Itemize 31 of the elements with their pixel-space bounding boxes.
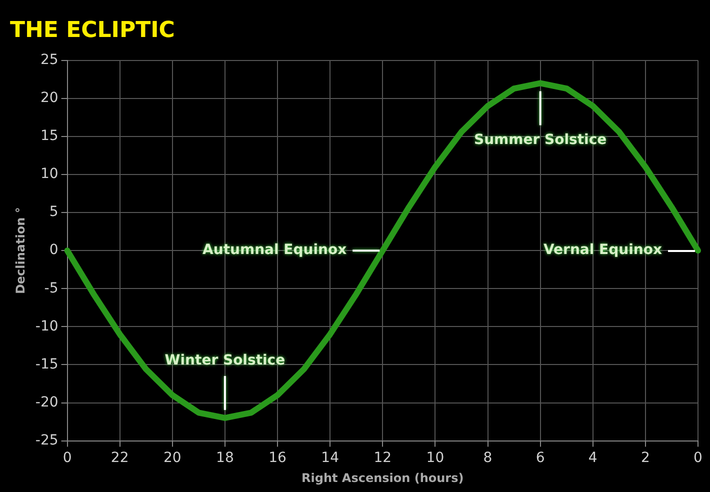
y-tick-label: 20 xyxy=(40,90,58,106)
y-axis-title: Declination ° xyxy=(13,207,28,294)
y-tick-label: -20 xyxy=(35,394,58,410)
x-tick-label: 20 xyxy=(163,450,182,466)
annotation: Autumnal Equinox xyxy=(202,242,347,258)
x-tick-label: 12 xyxy=(374,450,392,466)
y-tick-label: -15 xyxy=(35,356,58,372)
x-tick-label: 14 xyxy=(321,450,340,466)
x-tick-label: 10 xyxy=(426,450,444,466)
chart-title: THE ECLIPTIC xyxy=(10,18,175,43)
y-tick-label: -25 xyxy=(35,432,58,448)
y-tick-label: 25 xyxy=(40,52,58,68)
x-axis-title: Right Ascension (hours) xyxy=(302,470,464,485)
x-tick-label: 6 xyxy=(536,450,545,466)
x-tick-label: 0 xyxy=(62,450,72,466)
y-tick-label: 10 xyxy=(40,166,58,182)
y-tick-label: -5 xyxy=(44,280,58,296)
x-tick-label: 4 xyxy=(588,450,598,466)
y-tick-label: 5 xyxy=(49,204,58,220)
y-tick-label: -10 xyxy=(35,318,58,334)
y-tick-label: 0 xyxy=(49,242,58,258)
x-tick-label: 16 xyxy=(268,450,287,466)
y-tick-label: 15 xyxy=(40,128,58,144)
annotation: Summer Solstice xyxy=(474,132,607,148)
annotation: Winter Solstice xyxy=(164,352,286,369)
x-tick-label: 2 xyxy=(640,450,650,466)
annotation: Vernal Equinox xyxy=(543,242,662,258)
x-tick-label: 18 xyxy=(216,450,234,466)
x-tick-label: 0 xyxy=(694,450,702,466)
x-tick-label: 8 xyxy=(483,450,492,466)
x-tick-label: 22 xyxy=(110,450,129,466)
